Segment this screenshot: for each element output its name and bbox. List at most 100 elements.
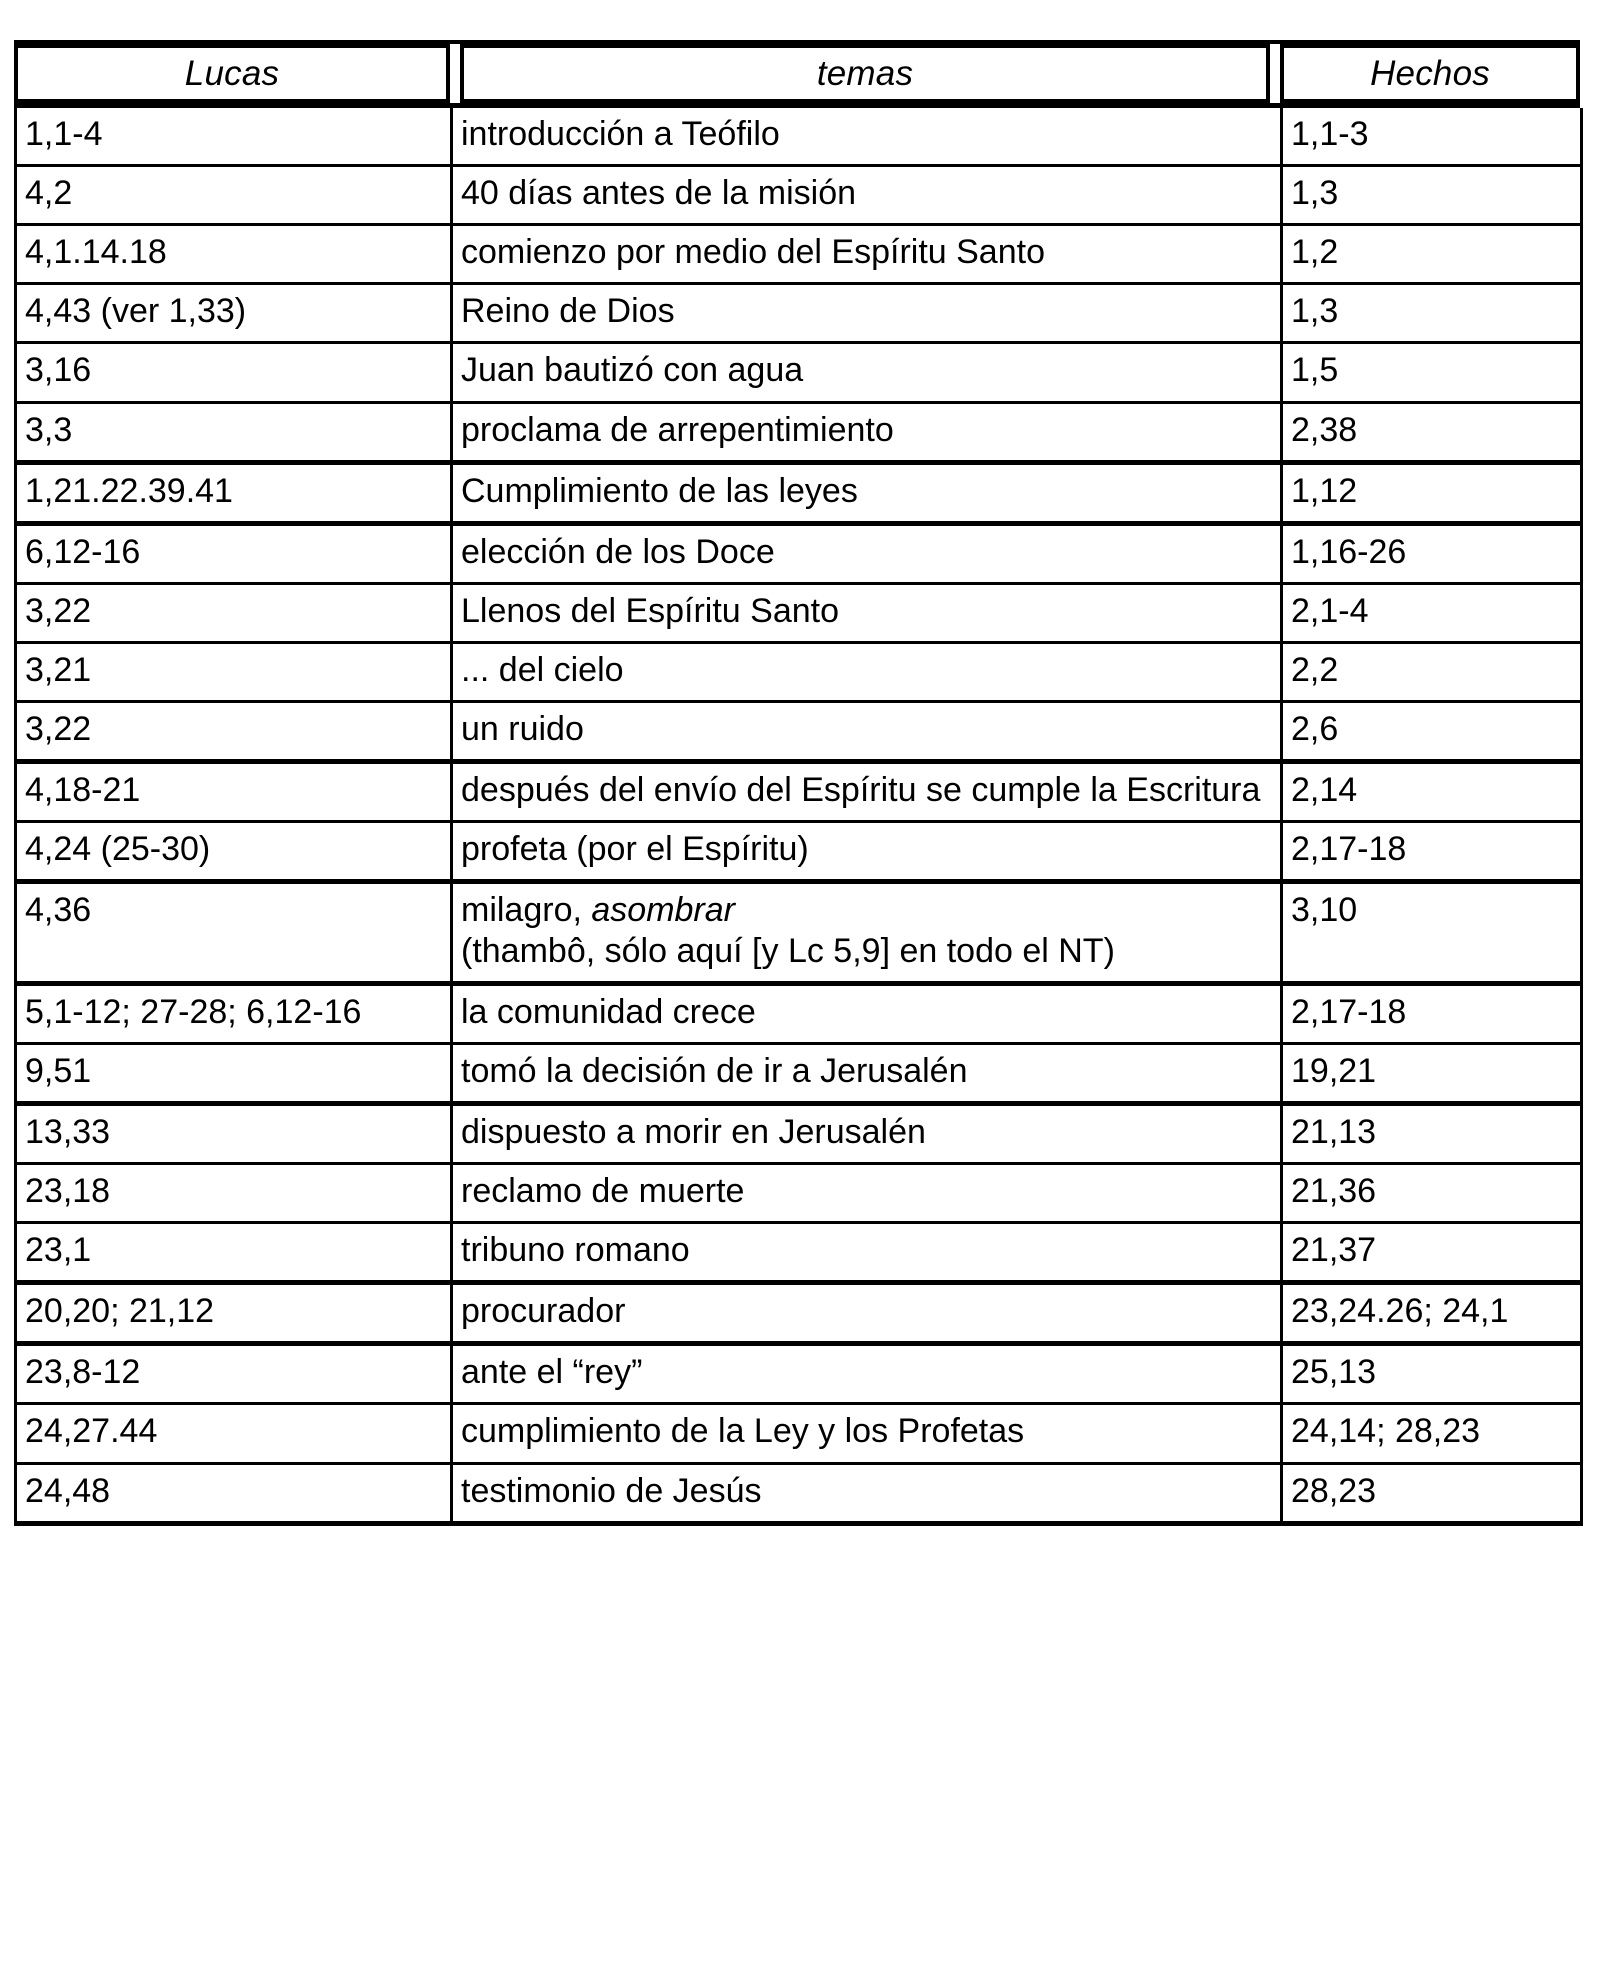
cell-hechos: 1,12 (1280, 459, 1583, 524)
cell-temas: Llenos del Espíritu Santo (450, 581, 1283, 643)
cell-hechos: 3,10 (1280, 879, 1583, 984)
table-row: 4,24 (25-30) profeta (por el Espíritu) 2,1… (14, 820, 1583, 882)
cell-hechos: 2,1-4 (1280, 581, 1583, 643)
cell-hechos: 1,2 (1280, 223, 1583, 284)
cell-temas: ante el “rey” (450, 1341, 1283, 1404)
cell-hechos: 28,23 (1280, 1461, 1583, 1526)
emphasis-term: asombrar (591, 891, 735, 930)
cell-hechos: 21,37 (1280, 1221, 1583, 1283)
table-row: 1,21.22.39.41 Cumplimiento de las leyes 1,… (14, 459, 1583, 524)
cell-temas: dispuesto a morir en Jerusalén (450, 1100, 1283, 1164)
table-row: 4,2 40 días antes de la misión 1,3 (14, 164, 1583, 225)
column-header-hechos: Hechos (1280, 44, 1580, 103)
cell-lucas: 4,36 (14, 879, 453, 984)
table-row: 1,1-4 introducción a Teófilo 1,1-3 (14, 108, 1583, 166)
cell-temas: tomó la decisión de ir a Jerusalén (450, 1041, 1283, 1104)
cell-temas: después del envío del Espíritu se cumple… (450, 759, 1283, 822)
cell-hechos: 19,21 (1280, 1041, 1583, 1104)
table-row: 24,27.44 cumplimiento de la Ley y los Pro… (14, 1402, 1583, 1464)
table-row: 4,1.14.18 comienzo por medio del Espíritu… (14, 223, 1583, 284)
cell-lucas: 1,21.22.39.41 (14, 459, 453, 524)
cell-temas: ... del cielo (450, 640, 1283, 702)
cell-lucas: 24,27.44 (14, 1402, 453, 1464)
table-row: 23,8-12 ante el “rey” 25,13 (14, 1341, 1583, 1404)
table-row: 23,18 reclamo de muerte 21,36 (14, 1161, 1583, 1223)
table-row: 13,33 dispuesto a morir en Jerusalén 21,13 (14, 1100, 1583, 1164)
cell-lucas: 3,22 (14, 581, 453, 643)
cell-lucas: 3,22 (14, 700, 453, 762)
cell-temas: procurador (450, 1280, 1283, 1344)
cell-hechos: 2,6 (1280, 700, 1583, 762)
cell-lucas: 4,2 (14, 164, 453, 225)
cell-hechos: 2,17-18 (1280, 980, 1583, 1044)
table-row: 3,21... del cielo 2,2 (14, 640, 1583, 702)
table-row: 3,22 Llenos del Espíritu Santo 2,1-4 (14, 581, 1583, 643)
column-header-lucas: Lucas (14, 44, 450, 103)
cell-lucas: 23,8-12 (14, 1341, 453, 1404)
cell-hechos: 1,16-26 (1280, 520, 1583, 584)
table-header-row: Lucas temas Hechos (14, 40, 1580, 108)
cell-temas: tribuno romano (450, 1221, 1283, 1283)
cell-temas: Juan bautizó con agua (450, 341, 1283, 403)
table-row: 4,43 (ver 1,33) Reino de Dios 1,3 (14, 282, 1583, 343)
cell-temas: Cumplimiento de las leyes (450, 459, 1283, 524)
cell-temas: proclama de arrepentimiento (450, 400, 1283, 463)
cell-hechos: 21,13 (1280, 1100, 1583, 1164)
cell-lucas: 3,3 (14, 400, 453, 463)
table-row: 23,1 tribuno romano 21,37 (14, 1221, 1583, 1283)
table-row: 3,22 un ruido 2,6 (14, 700, 1583, 762)
cell-lucas: 13,33 (14, 1100, 453, 1164)
cell-lucas: 4,43 (ver 1,33) (14, 282, 453, 343)
cell-hechos: 1,3 (1280, 164, 1583, 225)
table-row: 3,16 Juan bautizó con agua 1,5 (14, 341, 1583, 403)
cell-temas: introducción a Teófilo (450, 108, 1283, 166)
cell-temas: testimonio de Jesús (450, 1461, 1283, 1526)
cell-temas: Reino de Dios (450, 282, 1283, 343)
table-body: 1,1-4 introducción a Teófilo 1,1-3 4,2 40 dí… (14, 108, 1583, 1526)
cell-lucas: 3,16 (14, 341, 453, 403)
cell-temas: la comunidad crece (450, 980, 1283, 1044)
table-row: 24,48 testimonio de Jesús 28,23 (14, 1461, 1583, 1526)
cell-temas: milagro, asombrar (thambô, sólo aquí [y … (450, 879, 1283, 984)
cell-temas: comienzo por medio del Espíritu Santo (450, 223, 1283, 284)
cell-lucas: 4,1.14.18 (14, 223, 453, 284)
cell-hechos: 2,2 (1280, 640, 1583, 702)
cell-lucas: 3,21 (14, 640, 453, 702)
cell-temas: un ruido (450, 700, 1283, 762)
table-row: 9,51 tomó la decisión de ir a Jerusalén 19… (14, 1041, 1583, 1104)
table-row: 6,12-16 elección de los Doce 1,16-26 (14, 520, 1583, 584)
table-row: 4,36 milagro, asombrar (thambô, sólo aquí… (14, 879, 1583, 984)
cell-hechos: 25,13 (1280, 1341, 1583, 1404)
cell-lucas: 1,1-4 (14, 108, 453, 166)
cell-hechos: 2,38 (1280, 400, 1583, 463)
cell-temas: elección de los Doce (450, 520, 1283, 584)
concordance-table: 1,1-4 introducción a Teófilo 1,1-3 4,2 40 dí… (14, 108, 1583, 1526)
column-header-temas: temas (460, 44, 1270, 103)
cell-lucas: 4,18-21 (14, 759, 453, 822)
cell-lucas: 24,48 (14, 1461, 453, 1526)
cell-hechos: 23,24.26; 24,1 (1280, 1280, 1583, 1344)
table-row: 5,1-12; 27-28; 6,12-16 la comunidad crece… (14, 980, 1583, 1044)
cell-hechos: 1,3 (1280, 282, 1583, 343)
cell-temas: reclamo de muerte (450, 1161, 1283, 1223)
cell-lucas: 4,24 (25-30) (14, 820, 453, 882)
table-row: 20,20; 21,12 procurador 23,24.26; 24,1 (14, 1280, 1583, 1344)
cell-hechos: 21,36 (1280, 1161, 1583, 1223)
cell-hechos: 2,14 (1280, 759, 1583, 822)
cell-lucas: 20,20; 21,12 (14, 1280, 453, 1344)
cell-hechos: 1,1-3 (1280, 108, 1583, 166)
cell-temas: cumplimiento de la Ley y los Profetas (450, 1402, 1283, 1464)
cell-temas: profeta (por el Espíritu) (450, 820, 1283, 882)
table-row: 4,18-21 después del envío del Espíritu se… (14, 759, 1583, 822)
cell-temas: 40 días antes de la misión (450, 164, 1283, 225)
cell-lucas: 23,18 (14, 1161, 453, 1223)
cell-lucas: 5,1-12; 27-28; 6,12-16 (14, 980, 453, 1044)
cell-hechos: 2,17-18 (1280, 820, 1583, 882)
cell-hechos: 24,14; 28,23 (1280, 1402, 1583, 1464)
cell-lucas: 23,1 (14, 1221, 453, 1283)
cell-hechos: 1,5 (1280, 341, 1583, 403)
cell-lucas: 6,12-16 (14, 520, 453, 584)
cell-lucas: 9,51 (14, 1041, 453, 1104)
table-row: 3,3 proclama de arrepentimiento 2,38 (14, 400, 1583, 463)
